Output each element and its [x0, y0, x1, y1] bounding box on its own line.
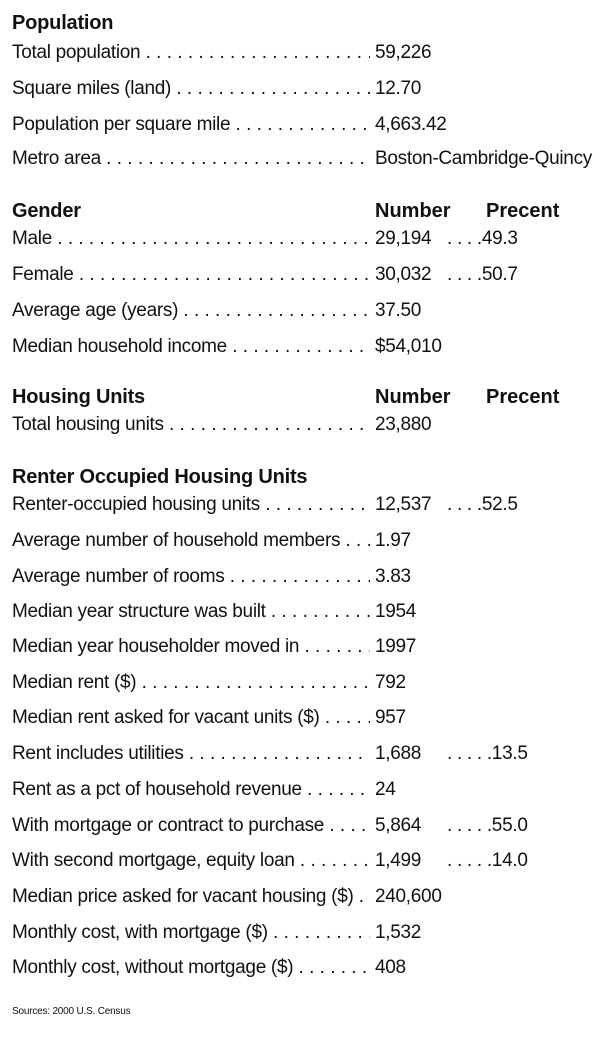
- row-percent: . . . .52.5: [447, 494, 518, 515]
- row-percent: . . . .49.3: [447, 228, 518, 249]
- row-value: 30,032: [375, 264, 432, 285]
- row-label: Male: [12, 228, 370, 254]
- row-value: $54,010: [375, 336, 442, 357]
- row-label: Renter-occupied housing units: [12, 494, 370, 520]
- row-percent: . . . .50.7: [447, 264, 518, 285]
- row-value: 1,532: [375, 922, 422, 943]
- row-label: Average number of household members: [12, 530, 370, 556]
- row-label: Total housing units: [12, 414, 370, 440]
- table-row: Male 29,194 . . . .49.3: [12, 228, 592, 254]
- table-row: Rent includes utilities 1,688 . . . . .1…: [12, 743, 592, 769]
- row-percent: . . . . .14.0: [447, 850, 528, 871]
- row-value: 12,537: [375, 494, 432, 515]
- row-label: Median rent ($): [12, 672, 370, 698]
- row-label: Median year householder moved in: [12, 636, 370, 662]
- source-note: Sources: 2000 U.S. Census: [12, 1006, 131, 1017]
- column-header-percent: Precent: [486, 386, 560, 408]
- row-value: 792: [375, 672, 406, 693]
- table-row: Metro area Boston-Cambridge-Quincy: [12, 148, 592, 174]
- row-value: 5,864: [375, 815, 422, 836]
- row-label: Monthly cost, without mortgage ($): [12, 957, 370, 983]
- row-label: Population per square mile: [12, 114, 370, 140]
- table-row: Total housing units 23,880: [12, 414, 592, 440]
- row-value: 4,663.42: [375, 114, 447, 135]
- table-row: Rent as a pct of household revenue 24: [12, 779, 592, 805]
- table-row: Median rent asked for vacant units ($) 9…: [12, 707, 592, 733]
- row-value: 957: [375, 707, 406, 728]
- table-row: Square miles (land) 12.70: [12, 78, 592, 104]
- row-label: With second mortgage, equity loan: [12, 850, 370, 876]
- table-row: Median year householder moved in 1997: [12, 636, 592, 662]
- table-row: Monthly cost, without mortgage ($) 408: [12, 957, 592, 983]
- row-value: 59,226: [375, 42, 432, 63]
- row-value: 1.97: [375, 530, 411, 551]
- row-value: 37.50: [375, 300, 422, 321]
- column-header-number: Number: [375, 386, 451, 408]
- row-label: Rent as a pct of household revenue: [12, 779, 370, 805]
- row-value: 3.83: [375, 566, 411, 587]
- section-title-gender: Gender: [12, 200, 81, 222]
- table-row: Average age (years) 37.50: [12, 300, 592, 326]
- row-value: 29,194: [375, 228, 432, 249]
- table-row: Total population 59,226: [12, 42, 592, 68]
- table-row: Renter-occupied housing units 12,537 . .…: [12, 494, 592, 520]
- row-label: Metro area: [12, 148, 370, 174]
- table-row: Median household income $54,010: [12, 336, 592, 362]
- row-value: 1,688: [375, 743, 422, 764]
- row-label: Median year structure was built: [12, 601, 370, 627]
- table-row: With second mortgage, equity loan 1,499 …: [12, 850, 592, 876]
- row-value: 408: [375, 957, 406, 978]
- section-title-population: Population: [12, 12, 114, 34]
- table-row: Average number of household members 1.97: [12, 530, 592, 556]
- row-label: Median household income: [12, 336, 370, 362]
- column-header-number: Number: [375, 200, 451, 222]
- column-header-percent: Precent: [486, 200, 560, 222]
- row-value: 1954: [375, 601, 417, 622]
- table-row: Population per square mile 4,663.42: [12, 114, 592, 140]
- row-label: Total population: [12, 42, 370, 68]
- row-label: Median rent asked for vacant units ($): [12, 707, 370, 733]
- table-row: Female 30,032 . . . .50.7: [12, 264, 592, 290]
- table-row: Median year structure was built 1954: [12, 601, 592, 627]
- table-row: Median price asked for vacant housing ($…: [12, 886, 592, 912]
- table-row: With mortgage or contract to purchase 5,…: [12, 815, 592, 841]
- row-label: Average age (years): [12, 300, 370, 326]
- row-label: Average number of rooms: [12, 566, 370, 592]
- section-title-housing-units: Housing Units: [12, 386, 145, 408]
- row-label: Square miles (land): [12, 78, 370, 104]
- section-title-renter-occupied: Renter Occupied Housing Units: [12, 466, 308, 488]
- row-value: 23,880: [375, 414, 432, 435]
- row-value: 1997: [375, 636, 417, 657]
- row-percent: . . . . .13.5: [447, 743, 528, 764]
- table-row: Median rent ($) 792: [12, 672, 592, 698]
- row-label: Rent includes utilities: [12, 743, 370, 769]
- row-label: Monthly cost, with mortgage ($): [12, 922, 370, 948]
- row-label: Median price asked for vacant housing ($…: [12, 886, 370, 912]
- row-value: 24: [375, 779, 396, 800]
- table-row: Monthly cost, with mortgage ($) 1,532: [12, 922, 592, 948]
- row-label: Female: [12, 264, 370, 290]
- row-value: 12.70: [375, 78, 422, 99]
- table-row: Average number of rooms 3.83: [12, 566, 592, 592]
- row-value: 1,499: [375, 850, 422, 871]
- row-percent: . . . . .55.0: [447, 815, 528, 836]
- row-label: With mortgage or contract to purchase: [12, 815, 370, 841]
- row-value: 240,600: [375, 886, 442, 907]
- row-value: Boston-Cambridge-Quincy: [375, 148, 592, 169]
